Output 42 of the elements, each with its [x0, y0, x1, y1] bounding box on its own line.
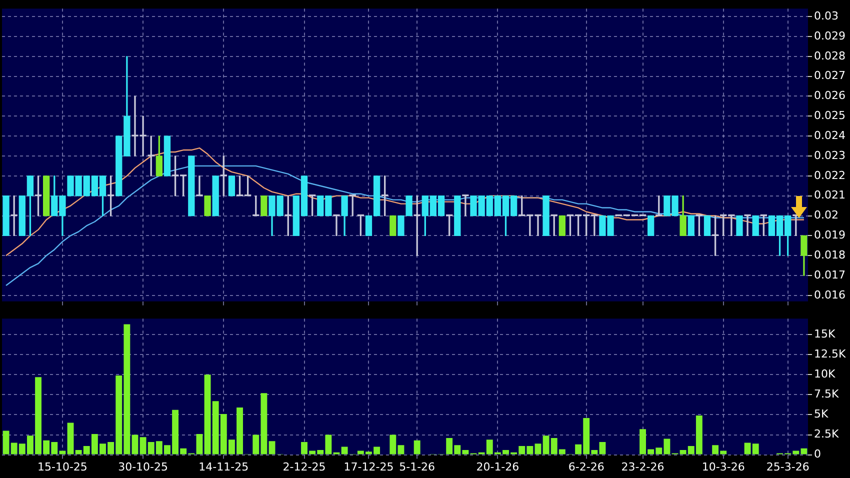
y-tick-label: 0.029: [814, 29, 846, 42]
y-tick-label: 15K: [814, 327, 836, 340]
y-tick-label: 0.024: [814, 128, 846, 142]
y-tick-label: 2.5K: [814, 428, 840, 441]
y-tick-label: 0.028: [814, 49, 846, 62]
x-tick-label: 2-12-25: [282, 460, 326, 474]
bar: [132, 434, 138, 454]
x-tick-label: 23-2-26: [621, 460, 664, 474]
candlestick: [333, 214, 340, 236]
y-tick-label: 5K: [814, 408, 829, 421]
bar: [414, 440, 420, 454]
y-tick-label: 0.018: [814, 248, 846, 262]
x-tick-label: 15-10-25: [37, 460, 88, 474]
candlestick: [744, 214, 751, 236]
candlestick: [462, 194, 469, 216]
y-tick-label: 12.5K: [814, 348, 846, 361]
y-tick-label: 0.016: [814, 288, 846, 302]
y-tick-label: 0: [814, 448, 821, 461]
y-tick-label: 0.019: [814, 228, 846, 242]
bar: [268, 441, 276, 454]
y-tick-label: 10K: [814, 368, 836, 381]
y-tick-label: 0.02: [814, 208, 838, 222]
y-tick-label: 0.021: [814, 188, 846, 202]
bar: [67, 422, 74, 454]
y-tick-label: 7.5K: [814, 388, 840, 401]
y-tick-label: 0.026: [814, 89, 846, 102]
x-tick-label: 5-1-26: [399, 460, 436, 474]
x-tick-label: 17-12-25: [344, 460, 394, 474]
x-tick-label: 10-3-26: [702, 460, 745, 474]
x-tick-label: 25-3-26: [766, 460, 810, 474]
y-tick-label: 0.023: [814, 148, 846, 162]
x-tick-label: 30-10-25: [118, 460, 168, 474]
x-tick-label: 14-11-25: [198, 460, 249, 474]
y-tick-label: 0.017: [814, 268, 846, 282]
y-tick-label: 0.03: [814, 9, 838, 22]
x-tick-label: 6-2-26: [568, 460, 604, 474]
bar: [534, 444, 542, 454]
y-tick-label: 0.025: [814, 109, 846, 122]
y-tick-label: 0.022: [814, 168, 846, 182]
y-tick-label: 0.027: [814, 69, 846, 82]
x-tick-label: 20-1-26: [476, 460, 520, 474]
candlestick: [196, 176, 203, 196]
